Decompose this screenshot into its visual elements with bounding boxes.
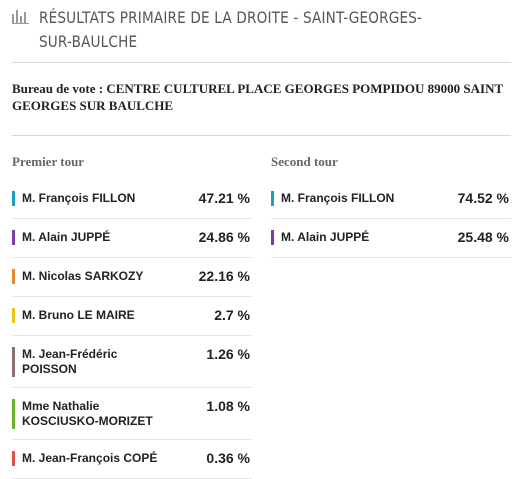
header: RÉSULTATS PRIMAIRE DE LA DROITE - SAINT-… bbox=[12, 6, 512, 54]
result-row: M. Jean-Frédéric POISSON 1.26 % bbox=[12, 336, 252, 388]
candidate-name: M. Jean-François COPÉ bbox=[12, 451, 172, 466]
candidate-result: 1.08 % bbox=[206, 398, 250, 414]
candidate-result: 74.52 % bbox=[457, 190, 509, 206]
candidate-name: Mme Nathalie KOSCIUSKO-MORIZET bbox=[12, 399, 172, 429]
candidate-result: 2.7 % bbox=[214, 307, 250, 323]
result-row: Mme Nathalie KOSCIUSKO-MORIZET 1.08 % bbox=[12, 388, 252, 440]
candidate-result: 0.36 % bbox=[206, 450, 250, 466]
result-row: M. Alain JUPPÉ 24.86 % bbox=[12, 219, 252, 258]
title: RÉSULTATS PRIMAIRE DE LA DROITE - SAINT-… bbox=[39, 8, 423, 51]
candidate-name: M. François FILLON bbox=[12, 191, 172, 206]
round-title: Second tour bbox=[271, 154, 338, 169]
candidate-name: M. Bruno LE MAIRE bbox=[12, 308, 172, 323]
result-row: M. François FILLON 47.21 % bbox=[12, 180, 252, 219]
divider bbox=[12, 135, 511, 136]
candidate-result: 1.26 % bbox=[206, 346, 250, 362]
candidate-result: 47.21 % bbox=[198, 190, 250, 206]
candidate-name: M. Alain JUPPÉ bbox=[12, 230, 172, 245]
candidate-name: M. Jean-Frédéric POISSON bbox=[12, 347, 172, 377]
bureau: Bureau de vote : CENTRE CULTUREL PLACE G… bbox=[12, 81, 503, 113]
candidate-name: M. Alain JUPPÉ bbox=[271, 230, 431, 245]
candidate-name: M. François FILLON bbox=[271, 191, 431, 206]
result-row: M. Nicolas SARKOZY 22.16 % bbox=[12, 258, 252, 297]
candidate-result: 25.48 % bbox=[457, 229, 509, 245]
result-row: M. François FILLON 74.52 % bbox=[271, 180, 511, 219]
candidate-name: M. Nicolas SARKOZY bbox=[12, 269, 172, 284]
icon bbox=[12, 10, 29, 24]
round-column: Second tour M. François FILLON 74.52 % M. A… bbox=[271, 153, 511, 258]
result-row: M. Bruno LE MAIRE 2.7 % bbox=[12, 297, 252, 336]
round-column: Premier tour M. François FILLON 47.21 % M. … bbox=[12, 153, 252, 479]
divider bbox=[12, 62, 511, 63]
round-title: Premier tour bbox=[12, 154, 85, 169]
candidate-result: 22.16 % bbox=[198, 268, 250, 284]
result-row: M. Alain JUPPÉ 25.48 % bbox=[271, 219, 511, 258]
candidate-result: 24.86 % bbox=[198, 229, 250, 245]
result-row: M. Jean-François COPÉ 0.36 % bbox=[12, 440, 252, 479]
